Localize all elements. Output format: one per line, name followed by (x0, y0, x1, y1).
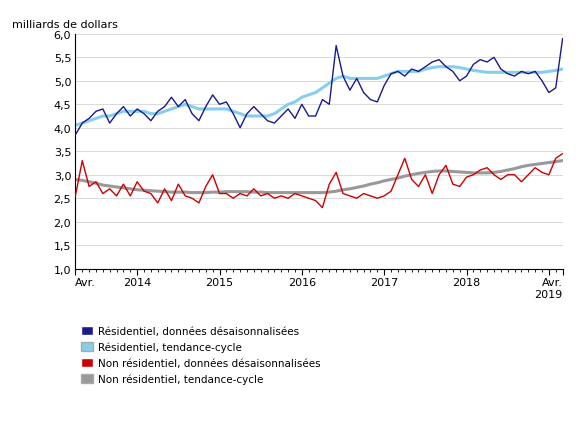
Legend: Résidentiel, données désaisonnalisées, Résidentiel, tendance-cycle, Non résident: Résidentiel, données désaisonnalisées, R… (81, 326, 321, 385)
Text: milliards de dollars: milliards de dollars (12, 20, 118, 30)
